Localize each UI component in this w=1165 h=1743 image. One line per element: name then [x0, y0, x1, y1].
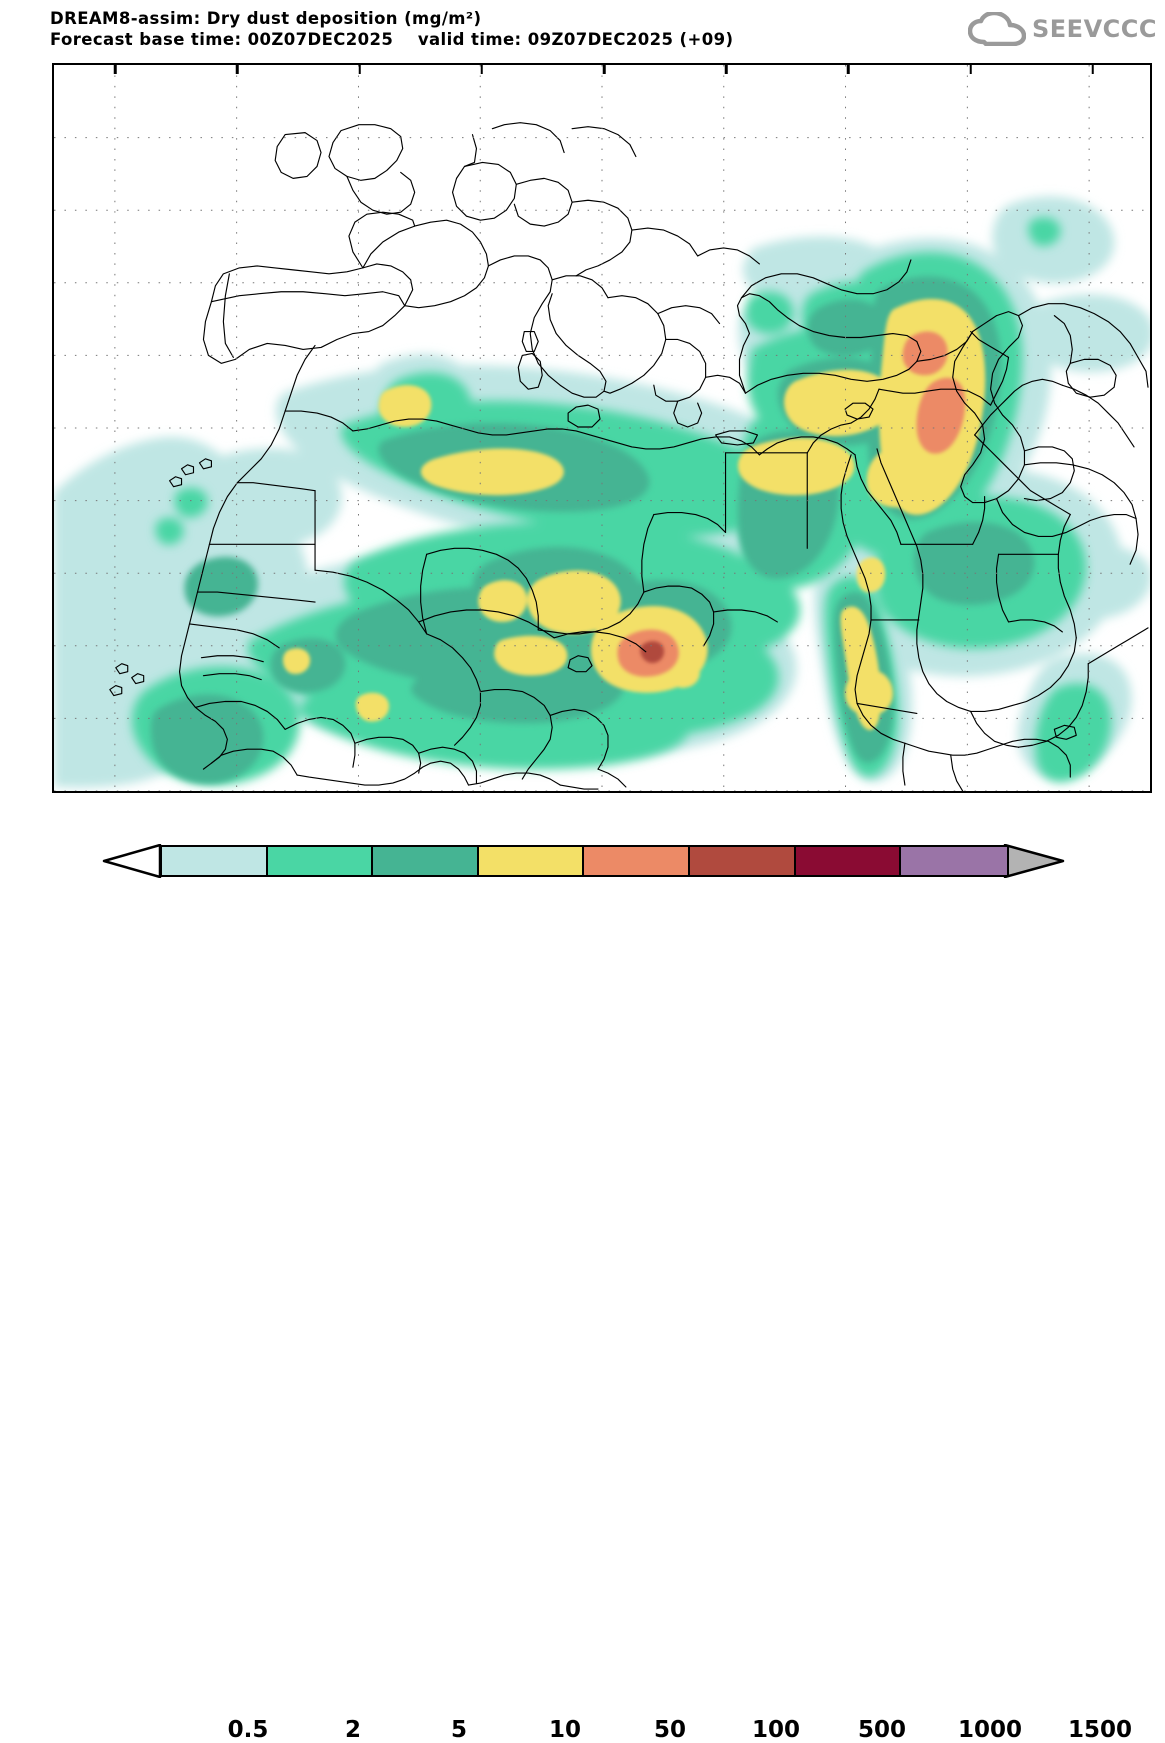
- coastline-and-borders: [109, 122, 1149, 791]
- page-title: DREAM8-assim: Dry dust deposition (mg/m²…: [50, 9, 482, 28]
- logo-text: SEEVCCC: [1032, 15, 1157, 43]
- colorbar-tick-2: 2: [344, 1717, 362, 1743]
- chart-header: DREAM8-assim: Dry dust deposition (mg/m²…: [0, 0, 1165, 58]
- dust-deposition-map: [54, 65, 1150, 791]
- map-plot-area: 55N 50N 45N 40N 35N 30N 25N 20N 15N 10N …: [52, 63, 1152, 793]
- colorbar-tick-5: 5: [450, 1717, 468, 1743]
- colorbar-over-arrow: [1003, 844, 1065, 878]
- colorbar-band-1000-1500: [901, 847, 1007, 875]
- colorbar-band-10-50: [478, 847, 585, 875]
- colorbar-under-arrow: [102, 844, 162, 878]
- cloud-icon: [968, 12, 1026, 46]
- colorbar-tick-50: 50: [653, 1717, 687, 1743]
- colorbar-band-5-10: [373, 847, 479, 875]
- colorbar-legend: 0.5 2 5 10 50 100 500 1000 1500: [102, 844, 1132, 1743]
- colorbar-band-0p5-2: [162, 847, 268, 875]
- colorbar-tick-100: 100: [751, 1717, 801, 1743]
- colorbar-tick-10: 10: [548, 1717, 582, 1743]
- colorbar-tick-1500: 1500: [1067, 1717, 1133, 1743]
- colorbar-band-100-500: [689, 847, 796, 875]
- colorbar-tick-500: 500: [857, 1717, 907, 1743]
- seevccc-logo: SEEVCCC: [968, 10, 1157, 48]
- forecast-time-subtitle: Forecast base time: 00Z07DEC2025 valid t…: [50, 30, 734, 49]
- colorbar-bands: [160, 845, 1009, 877]
- contour-band-100: [640, 641, 665, 664]
- colorbar-tick-0p5: 0.5: [227, 1717, 269, 1743]
- colorbar-band-50-100: [584, 847, 690, 875]
- colorbar-band-2-5: [267, 847, 374, 875]
- colorbar-tick-1000: 1000: [957, 1717, 1023, 1743]
- colorbar-band-500-1000: [795, 847, 902, 875]
